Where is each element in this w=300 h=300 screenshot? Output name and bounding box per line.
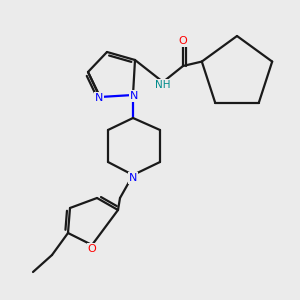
Text: O: O — [178, 36, 188, 46]
Text: O: O — [88, 244, 96, 254]
Text: N: N — [130, 91, 138, 101]
Text: N: N — [95, 93, 103, 103]
Text: NH: NH — [155, 80, 171, 90]
Text: N: N — [129, 173, 137, 183]
